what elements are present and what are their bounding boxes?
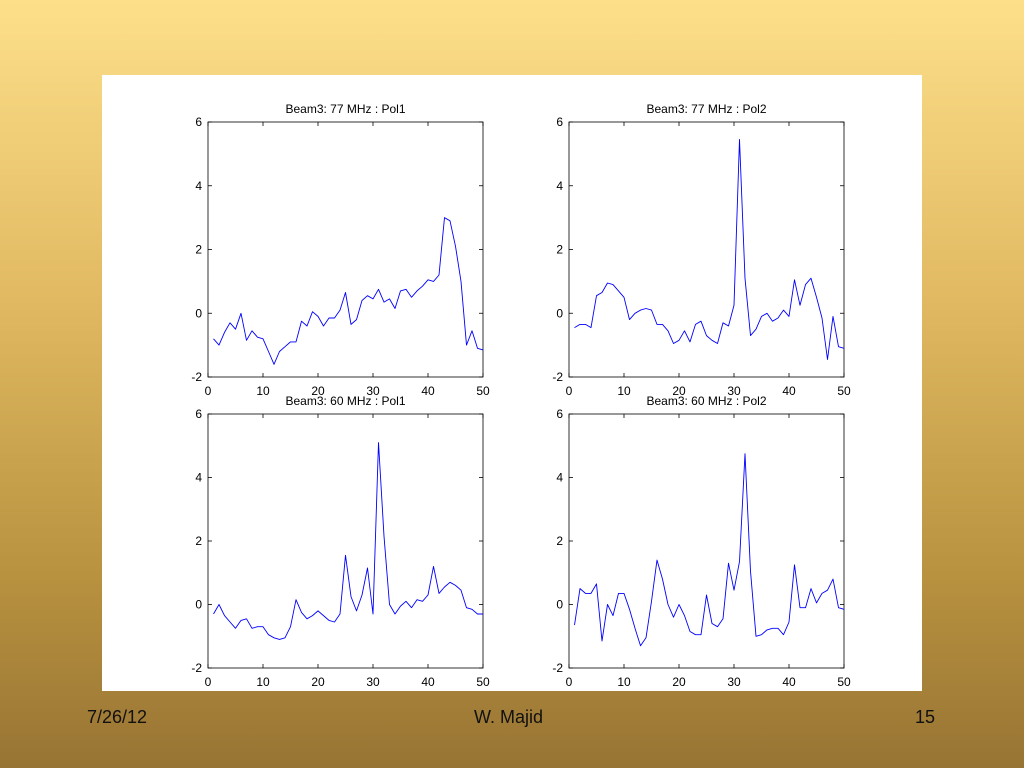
subplot-title: Beam3: 77 MHz : Pol1 <box>285 102 405 116</box>
x-tick-label: 0 <box>205 384 212 398</box>
y-tick-label: 6 <box>195 407 202 421</box>
footer-page-number: 15 <box>915 707 936 727</box>
footer-author: W. Majid <box>474 707 544 727</box>
y-tick-label: -2 <box>191 370 202 384</box>
y-tick-label: 2 <box>556 243 563 257</box>
x-tick-label: 20 <box>311 384 325 398</box>
x-tick-label: 40 <box>782 675 796 689</box>
axes-box <box>568 413 845 669</box>
x-tick-label: 20 <box>672 675 686 689</box>
x-tick-label: 20 <box>672 384 686 398</box>
x-tick-label: 40 <box>421 675 435 689</box>
y-tick-label: 2 <box>195 243 202 257</box>
y-tick-label: 0 <box>195 306 202 320</box>
y-tick-label: 2 <box>195 534 202 548</box>
subplot-title: Beam3: 77 MHz : Pol2 <box>646 102 766 116</box>
x-tick-label: 0 <box>566 384 573 398</box>
y-tick-label: 0 <box>556 598 563 612</box>
x-tick-label: 30 <box>366 675 380 689</box>
x-tick-label: 50 <box>476 675 490 689</box>
y-tick-label: -2 <box>191 661 202 675</box>
axes-box <box>207 413 484 669</box>
y-tick-label: 6 <box>556 115 563 129</box>
x-tick-label: 10 <box>617 384 631 398</box>
series-line <box>574 453 845 647</box>
y-tick-label: 4 <box>195 471 202 485</box>
x-tick-label: 40 <box>421 384 435 398</box>
x-tick-label: 30 <box>727 675 741 689</box>
y-tick-label: 0 <box>556 306 563 320</box>
y-tick-label: 4 <box>195 179 202 193</box>
x-tick-label: 30 <box>727 384 741 398</box>
x-tick-label: 0 <box>205 675 212 689</box>
x-tick-label: 30 <box>366 384 380 398</box>
figure-panel: Beam3: 77 MHz : Pol1 0 10 20 30 40 50 -2 0 2 4 6 Bea… <box>102 75 922 691</box>
x-tick-label: 40 <box>782 384 796 398</box>
y-tick-label: -2 <box>552 661 563 675</box>
series-line <box>213 217 484 365</box>
series-line <box>213 442 483 640</box>
subplot-title: Beam3: 60 MHz : Pol2 <box>646 394 766 408</box>
y-tick-label: -2 <box>552 370 563 384</box>
x-tick-label: 50 <box>837 675 851 689</box>
y-tick-label: 6 <box>556 407 563 421</box>
x-tick-label: 20 <box>311 675 325 689</box>
series-line <box>574 139 845 360</box>
x-tick-label: 0 <box>566 675 573 689</box>
y-tick-label: 2 <box>556 534 563 548</box>
subplot-title: Beam3: 60 MHz : Pol1 <box>285 394 405 408</box>
y-tick-label: 0 <box>195 598 202 612</box>
x-tick-label: 50 <box>476 384 490 398</box>
x-tick-label: 50 <box>837 384 851 398</box>
x-tick-label: 10 <box>617 675 631 689</box>
x-tick-label: 10 <box>256 384 270 398</box>
footer-date: 7/26/12 <box>87 707 148 727</box>
y-tick-label: 4 <box>556 179 563 193</box>
y-tick-label: 4 <box>556 471 563 485</box>
axes-box <box>568 121 845 378</box>
y-tick-label: 6 <box>195 115 202 129</box>
x-tick-label: 10 <box>256 675 270 689</box>
